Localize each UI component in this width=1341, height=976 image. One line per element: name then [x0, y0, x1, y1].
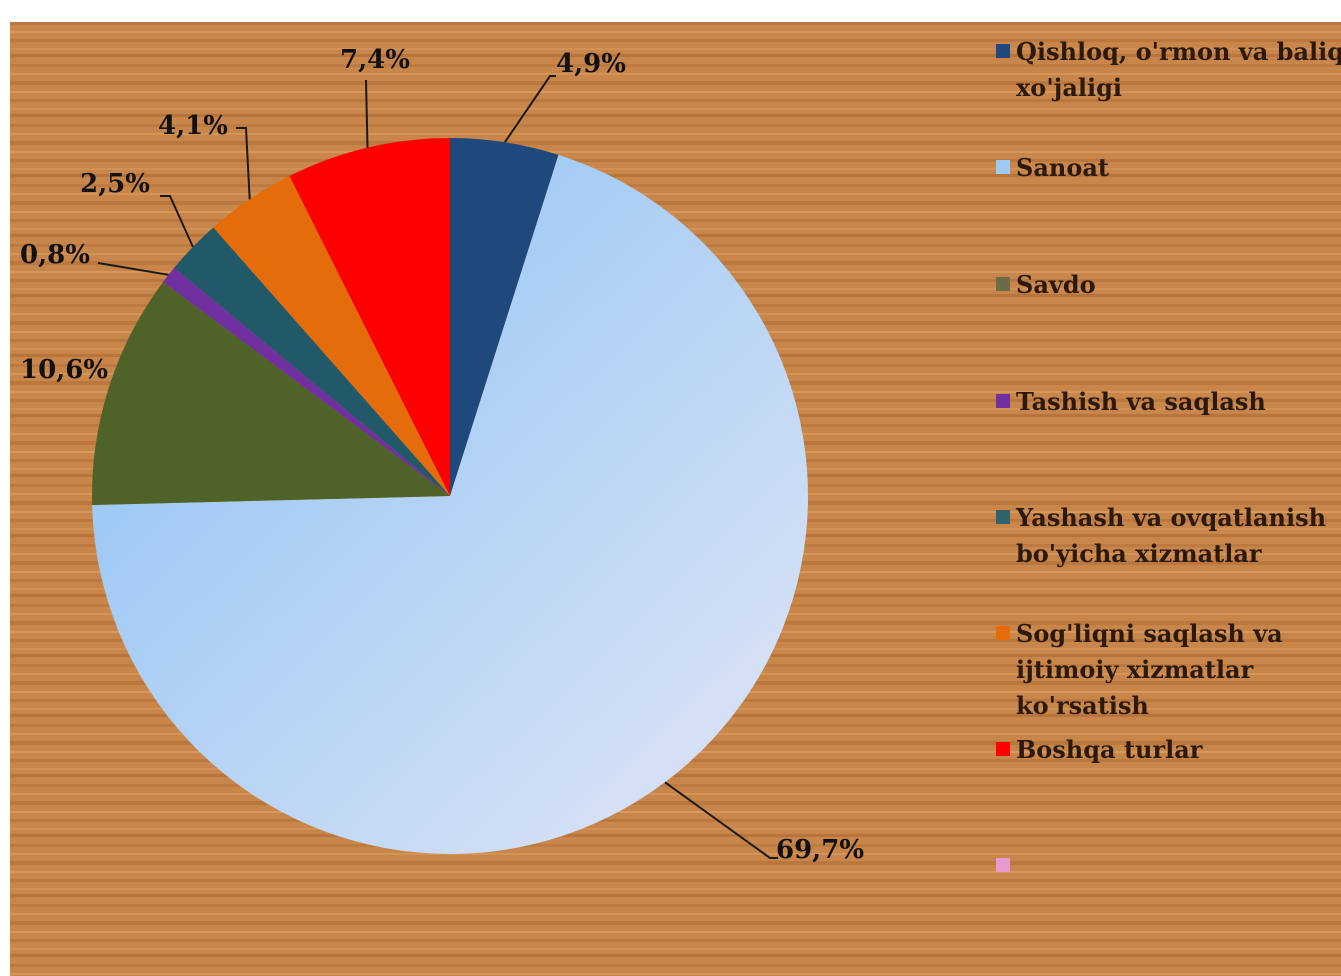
pie-slice — [174, 227, 450, 496]
leader-line — [236, 127, 251, 200]
leader-line — [97, 262, 169, 276]
pie-slice — [92, 154, 808, 854]
pie-slice — [213, 176, 450, 496]
legend-label: xo'jaligi — [1016, 73, 1122, 102]
data-label: 0,8% — [20, 240, 90, 270]
pie-slice — [91, 281, 450, 505]
pie-slice — [450, 138, 559, 496]
data-label: 2,5% — [80, 169, 150, 199]
legend-label: Sanoat — [1016, 153, 1109, 182]
legend-label: Boshqa turlar — [1016, 735, 1203, 764]
legend-swatch — [996, 277, 1010, 291]
leader-line — [160, 195, 194, 248]
legend-label: bo'yicha xizmatlar — [1016, 539, 1262, 568]
data-labels: 4,9% 69,7% 10,6% 0,8% 2,5% 4,1% 7,4% — [20, 45, 864, 865]
legend-label: Yashash va ovqatlanish — [1015, 503, 1326, 532]
data-label: 4,9% — [556, 49, 626, 79]
legend-swatch — [996, 858, 1010, 872]
data-label: 10,6% — [20, 355, 108, 385]
data-label: 4,1% — [158, 111, 228, 141]
leader-line — [664, 781, 778, 859]
legend-label: ijtimoiy xizmatlar — [1016, 655, 1254, 684]
data-label: 69,7% — [776, 835, 864, 865]
pie-slice — [289, 138, 450, 496]
leader-line — [365, 79, 369, 148]
legend: Qishloq, o'rmon va baliq xo'jaligi Sanoat S… — [996, 37, 1341, 872]
legend-label: Savdo — [1016, 270, 1096, 299]
legend-label: Sog'liqni saqlash va — [1016, 619, 1283, 648]
legend-label: Qishloq, o'rmon va baliq — [1016, 37, 1341, 66]
pie-slices — [91, 138, 808, 854]
legend-label: Tashish va saqlash — [1016, 387, 1266, 416]
legend-swatch — [996, 394, 1010, 408]
leader-lines — [97, 75, 778, 859]
legend-swatch — [996, 510, 1010, 524]
legend-swatch — [996, 626, 1010, 640]
data-label: 7,4% — [340, 45, 410, 75]
legend-swatch — [996, 742, 1010, 756]
leader-line — [504, 75, 556, 143]
legend-label: ko'rsatish — [1016, 691, 1149, 720]
legend-swatch — [996, 44, 1010, 58]
pie-slice — [163, 267, 451, 496]
legend-swatch — [996, 160, 1010, 174]
